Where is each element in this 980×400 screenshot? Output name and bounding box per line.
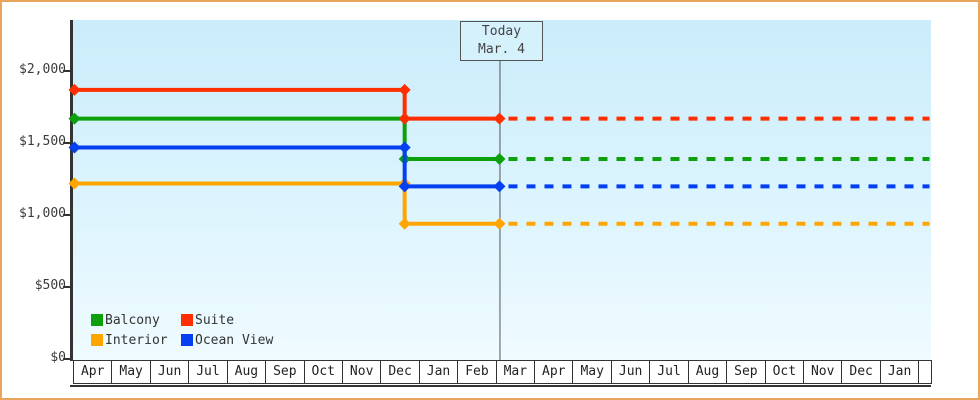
legend-item-suite: Suite <box>181 313 234 328</box>
month-cell: Dec <box>381 361 420 383</box>
today-marker-box: Today Mar. 4 <box>460 21 543 61</box>
chart-legend: Balcony Suite Interior Ocean View <box>91 310 273 350</box>
y-axis-tick <box>63 358 71 360</box>
legend-label-interior: Interior <box>105 332 168 348</box>
y-axis-tick <box>63 142 71 144</box>
legend-label-suite: Suite <box>195 312 235 328</box>
legend-item-balcony: Balcony <box>91 313 181 328</box>
legend-row: Interior Ocean View <box>91 330 273 350</box>
series-marker-suite <box>398 112 411 125</box>
series-marker-balcony <box>493 152 506 165</box>
month-cell-stub <box>919 361 931 383</box>
x-axis-baseline <box>70 385 931 387</box>
legend-swatch-suite <box>181 314 193 326</box>
legend-swatch-ocean-view <box>181 334 193 346</box>
month-cell: Jan <box>420 361 459 383</box>
series-marker-ocean-view <box>493 180 506 193</box>
y-axis-tick <box>63 286 71 288</box>
y-axis-label: $1,000 <box>19 206 66 221</box>
series-marker-ocean-view <box>68 141 81 154</box>
month-cell: Sep <box>266 361 305 383</box>
today-date-label: Mar. 4 <box>478 42 525 57</box>
series-marker-suite <box>68 83 81 96</box>
y-axis-label: $0 <box>50 350 66 365</box>
month-cell: Aug <box>689 361 728 383</box>
y-axis-tick <box>63 214 71 216</box>
series-line-ocean-view-solid <box>74 145 500 189</box>
y-axis-tick <box>63 70 71 72</box>
month-cell: Oct <box>305 361 343 383</box>
month-cell: Nov <box>804 361 843 383</box>
series-marker-ocean-view <box>398 180 411 193</box>
y-axis-label: $1,500 <box>19 134 66 149</box>
legend-item-ocean-view: Ocean View <box>181 333 273 348</box>
plot-area-background <box>73 20 931 360</box>
legend-label-balcony: Balcony <box>105 312 160 328</box>
series-marker-interior <box>68 177 81 190</box>
month-cell: Jun <box>612 361 651 383</box>
month-cell: Nov <box>343 361 382 383</box>
legend-row: Balcony Suite <box>91 310 273 330</box>
series-marker-ocean-view <box>398 141 411 154</box>
month-cell: Jan <box>881 361 920 383</box>
month-cell: Jun <box>151 361 190 383</box>
y-axis-line <box>70 20 73 361</box>
series-marker-interior <box>493 217 506 230</box>
month-cell: Apr <box>535 361 574 383</box>
series-marker-suite <box>493 112 506 125</box>
month-cell: Aug <box>228 361 267 383</box>
month-cell: Mar <box>497 361 536 383</box>
month-cell: Jul <box>650 361 689 383</box>
today-label: Today <box>481 24 522 39</box>
series-line-suite-solid <box>74 87 500 121</box>
month-cell: May <box>112 361 151 383</box>
legend-item-interior: Interior <box>91 333 181 348</box>
legend-label-ocean-view: Ocean View <box>195 332 274 348</box>
month-cell: May <box>573 361 612 383</box>
y-axis-label: $2,000 <box>19 62 66 77</box>
series-line-balcony-solid <box>74 116 500 161</box>
series-line-interior-solid <box>74 181 500 226</box>
month-cell: Oct <box>766 361 805 383</box>
x-axis-month-strip: Apr May Jun Jul Aug Sep Oct Nov Dec Jan Feb Mar Apr M… <box>73 360 933 384</box>
month-cell: Sep <box>727 361 766 383</box>
series-marker-suite <box>398 83 411 96</box>
legend-swatch-interior <box>91 334 103 346</box>
series-marker-balcony <box>68 112 81 125</box>
y-axis-label: $500 <box>34 278 66 293</box>
month-cell: Dec <box>842 361 881 383</box>
month-cell: Jul <box>189 361 228 383</box>
series-marker-interior <box>398 217 411 230</box>
legend-swatch-balcony <box>91 314 103 326</box>
month-cell: Apr <box>74 361 113 383</box>
month-cell: Feb <box>458 361 497 383</box>
